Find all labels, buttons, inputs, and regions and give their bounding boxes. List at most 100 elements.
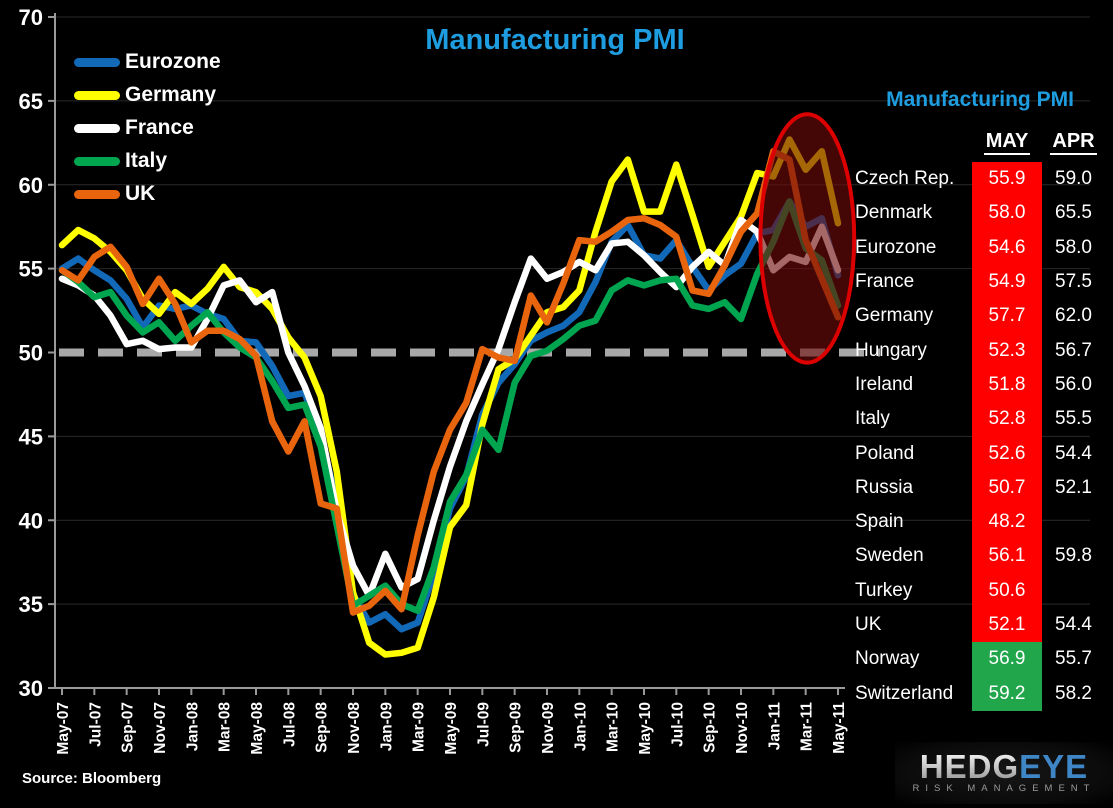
table-row-eurozone: Eurozone 54.6 58.0 [855, 230, 1113, 265]
apr-value-cell: 59.8 [1055, 545, 1092, 567]
x-tick-label: May-09 [443, 702, 460, 755]
annotation-ellipse [758, 112, 857, 365]
x-tick-label: Jan-11 [766, 702, 783, 751]
may-value-cell: 52.3 [972, 333, 1042, 368]
x-tick-label: Jul-08 [281, 702, 298, 747]
x-tick-label: Sep-10 [702, 702, 719, 753]
country-label: France [855, 271, 915, 293]
table-row-france: France 54.9 57.5 [855, 264, 1113, 300]
series-line-uk [58, 147, 842, 616]
y-tick-label: 40 [19, 508, 43, 533]
x-tick-label: Nov-08 [346, 702, 363, 754]
may-value-cell: 54.6 [972, 230, 1042, 265]
y-tick-label: 65 [19, 89, 43, 114]
x-tick-label: Mar-10 [605, 702, 622, 752]
x-tick-label: May-10 [637, 702, 654, 755]
country-label: Norway [855, 648, 920, 670]
apr-value-cell [1042, 574, 1105, 608]
country-label: Germany [855, 305, 934, 327]
x-tick-label: Jan-08 [184, 702, 201, 751]
table-row-russia: Russia 50.7 52.1 [855, 470, 1113, 505]
chart-title: Manufacturing PMI [425, 24, 685, 56]
country-label: Turkey [855, 579, 913, 601]
may-value-cell: 59.2 [972, 676, 1042, 711]
apr-value-cell: 58.0 [1055, 236, 1092, 258]
x-tick-label: May-11 [831, 702, 848, 754]
x-tick-label: May-07 [55, 702, 72, 755]
table-row-germany: Germany 57.7 62.0 [855, 299, 1113, 334]
source-note: Source: Bloomberg [22, 770, 162, 787]
table-row-switzerland: Switzerland 59.2 58.2 [855, 676, 1113, 711]
apr-value-cell: 54.4 [1055, 614, 1092, 635]
legend-swatch-france [74, 123, 120, 133]
apr-value-cell: 54.4 [1055, 442, 1092, 464]
legend-swatch-italy [74, 156, 120, 166]
country-label: Poland [855, 442, 915, 464]
x-tick-label: Jul-07 [87, 702, 104, 747]
x-tick-label: Sep-07 [120, 702, 137, 753]
column-header-may: MAY [972, 129, 1042, 155]
x-tick-label: Mar-11 [799, 702, 816, 751]
table-row-hungary: Hungary 52.3 56.7 [855, 333, 1113, 368]
y-tick-label: 45 [19, 424, 43, 449]
may-value-cell: 52.8 [972, 402, 1042, 437]
x-tick-label: Nov-07 [152, 702, 169, 754]
apr-value-cell: 55.7 [1055, 648, 1092, 670]
apr-value-cell: 56.7 [1055, 339, 1092, 361]
legend-label: UK [125, 182, 156, 205]
table-row-poland: Poland 52.6 54.4 [855, 436, 1113, 471]
may-value-cell: 52.1 [972, 607, 1042, 643]
may-value-cell: 54.9 [972, 264, 1042, 300]
table-row-norway: Norway 56.9 55.7 [855, 642, 1113, 677]
hedgeye-wordmark: HEDGEYE [919, 748, 1089, 785]
pmi-table-panel: Manufacturing PMI MAY APR Czech Rep. 55.9… [855, 88, 1113, 711]
x-tick-label: Jan-10 [572, 702, 589, 751]
legend-swatch-eurozone [74, 57, 120, 67]
country-label: Spain [855, 511, 904, 533]
y-tick-label: 35 [19, 592, 43, 617]
table-row-uk: UK 52.1 54.4 [855, 607, 1113, 643]
hedgeye-logo: HEDGEYE RISK MANAGEMENT [895, 742, 1113, 804]
table-row-sweden: Sweden 56.1 59.8 [855, 539, 1113, 574]
table-row-turkey: Turkey 50.6 [855, 573, 1113, 608]
apr-value-cell: 55.5 [1055, 408, 1092, 430]
x-tick-label: Jul-09 [475, 702, 492, 747]
country-label: Czech Rep. [855, 168, 955, 190]
column-header-apr: APR [1042, 129, 1105, 155]
country-label: Italy [855, 408, 890, 430]
country-label: Russia [855, 476, 914, 498]
x-tick-label: Sep-09 [508, 702, 525, 753]
legend-label: Eurozone [125, 50, 221, 73]
x-tick-label: May-08 [249, 702, 266, 755]
may-value-cell: 56.1 [972, 539, 1042, 574]
table-row-ireland: Ireland 51.8 56.0 [855, 367, 1113, 403]
may-value-cell: 52.6 [972, 436, 1042, 471]
table-row-czech-rep: Czech Rep. 55.9 59.0 [855, 162, 1113, 197]
legend-item-france: France [74, 114, 221, 142]
may-value-cell: 51.8 [972, 367, 1042, 403]
chart-legend: Eurozone Germany France Italy UK [74, 48, 221, 208]
x-tick-label: Nov-09 [540, 702, 557, 754]
y-tick-label: 55 [19, 257, 43, 282]
table-row-spain: Spain 48.2 [855, 504, 1113, 540]
may-value-cell: 56.9 [972, 642, 1042, 677]
country-label: Hungary [855, 339, 927, 361]
may-value-cell: 50.7 [972, 470, 1042, 505]
y-tick-label: 70 [19, 5, 43, 30]
may-value-cell: 55.9 [972, 162, 1042, 197]
x-tick-label: Sep-08 [314, 702, 331, 753]
series-line-france [58, 216, 842, 599]
table-title: Manufacturing PMI [886, 88, 1074, 111]
y-tick-label: 30 [19, 676, 43, 701]
table-body: Czech Rep. 55.9 59.0 Denmark 58.0 65.5 Eurozon… [855, 162, 1113, 711]
country-label: Ireland [855, 373, 914, 395]
apr-value-cell: 57.5 [1055, 271, 1092, 293]
legend-label: Germany [125, 83, 217, 106]
country-label: Switzerland [855, 682, 954, 704]
x-tick-label: Jan-09 [378, 702, 395, 751]
legend-swatch-uk [74, 189, 120, 199]
table-header-row: MAY APR [855, 126, 1113, 156]
x-tick-label: Mar-09 [411, 702, 428, 752]
series-line-italy [58, 198, 842, 615]
